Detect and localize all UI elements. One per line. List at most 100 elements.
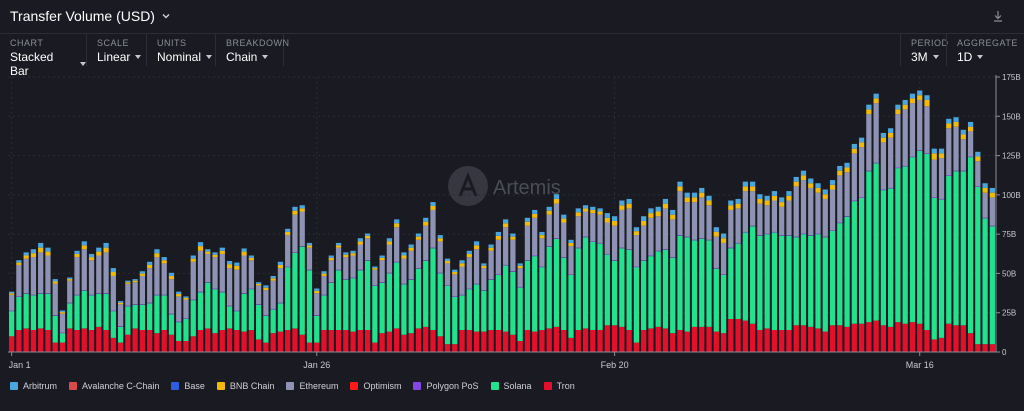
- bar-segment-ethereum: [699, 197, 705, 239]
- bar-segment-tron: [168, 334, 175, 352]
- bar-segment-ethereum: [176, 296, 182, 322]
- bar-segment-tron: [285, 330, 291, 352]
- bar-segment-ethereum: [423, 225, 429, 261]
- legend-item[interactable]: Ethereum: [286, 381, 338, 391]
- bar-segment-solana: [742, 232, 748, 321]
- bar-segment-ethereum: [161, 263, 167, 295]
- bar-segment-arbitrum: [197, 242, 204, 247]
- bar-segment-solana: [444, 286, 451, 345]
- bar-segment-bnb-chain: [190, 258, 196, 262]
- bar-segment-polygon-pos: [931, 197, 937, 198]
- bar-segment-solana: [314, 315, 320, 343]
- bar-segment-tron: [895, 322, 901, 352]
- bar-segment-solana: [452, 297, 458, 345]
- legend-item[interactable]: Optimism: [350, 381, 401, 391]
- legend-item[interactable]: Solana: [490, 381, 532, 391]
- bar-segment-ethereum: [147, 268, 153, 303]
- bar-segment-polygon-pos: [786, 235, 792, 236]
- bar-segment-bnb-chain: [183, 297, 189, 300]
- bar-segment-solana: [59, 333, 66, 343]
- bar-segment-arbitrum: [597, 208, 603, 212]
- bar-segment-tron: [750, 323, 756, 352]
- bar-segment-solana: [713, 268, 719, 332]
- bar-segment-ethereum: [953, 126, 959, 171]
- bar-segment-tron: [52, 342, 58, 352]
- legend-item[interactable]: Avalanche C-Chain: [69, 381, 159, 391]
- bar-segment-arbitrum: [314, 288, 320, 291]
- chevron-down-icon: [162, 14, 170, 19]
- bar-segment-polygon-pos: [299, 246, 305, 247]
- bar-segment-arbitrum: [786, 191, 792, 196]
- bar-segment-ethereum: [314, 293, 320, 316]
- bar-segment-arbitrum: [641, 216, 647, 221]
- bar-segment-ethereum: [670, 219, 676, 258]
- bar-segment-arbitrum: [720, 233, 727, 239]
- bar-segment-solana: [815, 234, 821, 329]
- bar-segment-tron: [546, 328, 552, 352]
- bar-segment-arbitrum: [691, 192, 698, 198]
- y-tick-label: 50B: [1002, 269, 1016, 278]
- bar-segment-arbitrum: [430, 202, 436, 207]
- bar-segment-solana: [989, 226, 995, 345]
- bar-segment-solana: [829, 231, 836, 326]
- bar-segment-arbitrum: [938, 148, 945, 154]
- bar-segment-solana: [459, 295, 465, 330]
- bar-segment-bnb-chain: [510, 236, 516, 240]
- scale-select[interactable]: SCALE Linear: [87, 34, 147, 66]
- x-tick-label: Jan 26: [303, 360, 330, 370]
- bar-segment-arbitrum: [117, 301, 124, 303]
- legend-item[interactable]: Polygon PoS: [413, 381, 479, 391]
- bar-segment-polygon-pos: [292, 252, 298, 253]
- bar-segment-solana: [902, 166, 908, 324]
- bar-segment-ethereum: [641, 225, 647, 261]
- bar-segment-polygon-pos: [684, 236, 690, 238]
- bar-segment-polygon-pos: [423, 260, 429, 261]
- bar-segment-tron: [808, 326, 814, 352]
- legend-item[interactable]: Arbitrum: [10, 381, 57, 391]
- bar-segment-tron: [888, 326, 894, 352]
- bar-segment-bnb-chain: [822, 194, 828, 199]
- bar-segment-arbitrum: [757, 194, 763, 199]
- bar-segment-solana: [735, 243, 741, 319]
- bar-segment-solana: [575, 248, 581, 330]
- chart-title[interactable]: Transfer Volume (USD): [10, 8, 171, 24]
- y-tick-label: 0: [1002, 348, 1007, 357]
- bar-segment-bnb-chain: [670, 214, 676, 220]
- bar-segment-arbitrum: [147, 261, 153, 265]
- bar-segment-solana: [880, 190, 887, 326]
- units-select[interactable]: UNITS Nominal: [147, 34, 216, 66]
- legend-item[interactable]: Base: [171, 381, 205, 391]
- download-icon[interactable]: [992, 10, 1004, 22]
- bar-segment-bnb-chain: [88, 257, 95, 261]
- bar-segment-polygon-pos: [532, 255, 538, 257]
- bar-segment-polygon-pos: [430, 247, 436, 249]
- breakdown-select[interactable]: BREAKDOWN Chain: [216, 34, 289, 66]
- bar-segment-bnb-chain: [394, 223, 400, 228]
- period-select[interactable]: PERIOD 3M: [900, 34, 948, 66]
- bar-segment-polygon-pos: [219, 291, 225, 293]
- aggregate-select[interactable]: AGGREGATE 1D: [946, 34, 1017, 66]
- bar-segment-tron: [139, 330, 146, 352]
- bar-segment-tron: [321, 330, 327, 352]
- bar-segment-solana: [357, 270, 363, 330]
- bar-segment-bnb-chain: [837, 170, 843, 176]
- chart-type-select[interactable]: CHART Stacked Bar: [0, 34, 87, 78]
- bar-segment-arbitrum: [161, 257, 167, 261]
- bar-segment-bnb-chain: [757, 198, 763, 204]
- bar-segment-bnb-chain: [982, 187, 988, 193]
- bar-segment-arbitrum: [350, 250, 356, 254]
- y-tick-label: 175B: [1002, 73, 1021, 82]
- bar-segment-tron: [335, 330, 342, 352]
- bar-segment-arbitrum: [452, 269, 458, 273]
- bar-segment-ethereum: [902, 109, 908, 166]
- bar-segment-ethereum: [350, 255, 356, 278]
- bar-segment-ethereum: [582, 211, 589, 237]
- legend-item[interactable]: Tron: [543, 381, 575, 391]
- bar-segment-bnb-chain: [829, 184, 836, 190]
- bar-segment-solana: [655, 251, 661, 327]
- bar-segment-arbitrum: [858, 137, 865, 143]
- legend-item[interactable]: BNB Chain: [216, 381, 274, 391]
- bar-segment-tron: [786, 330, 792, 352]
- legend-swatch: [413, 382, 422, 390]
- bar-segment-solana: [168, 314, 175, 335]
